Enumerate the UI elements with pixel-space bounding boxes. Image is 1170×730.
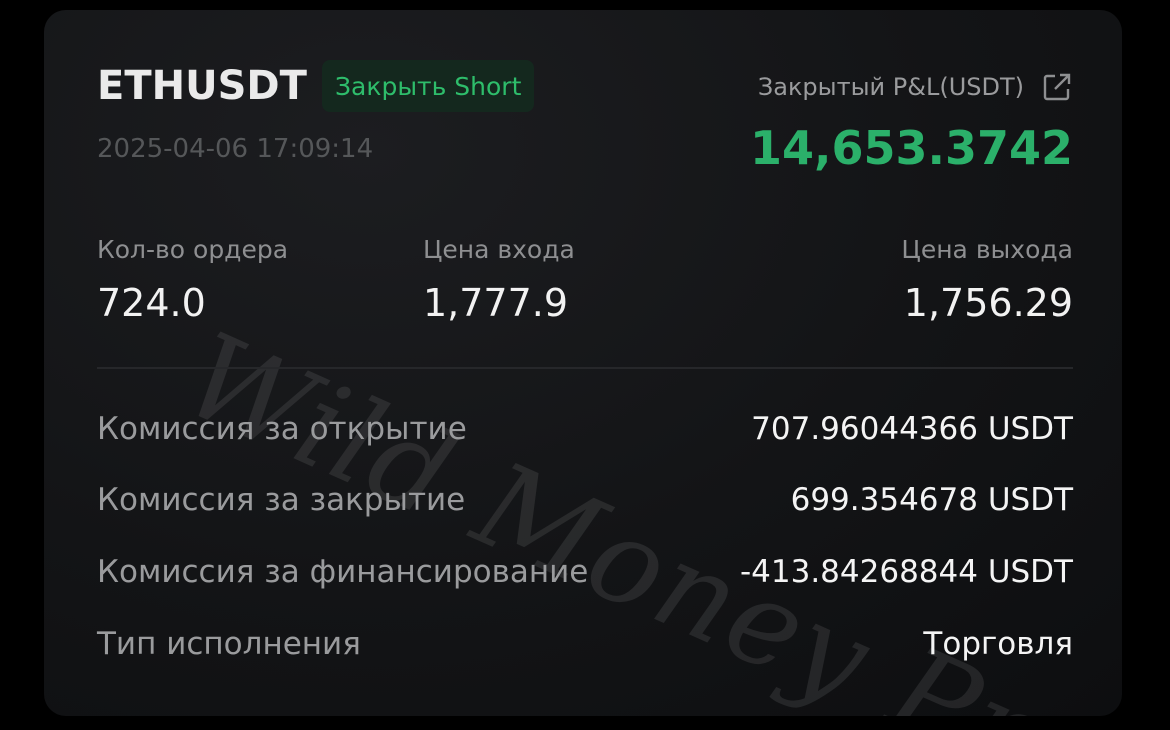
timestamp: 2025-04-06 17:09:14	[97, 134, 374, 164]
stat-label: Цена входа	[423, 235, 575, 264]
trade-card: Wild Money Pro ETHUSDT Закрыть Short 202…	[44, 10, 1122, 716]
share-icon[interactable]	[1042, 72, 1072, 102]
detail-value: -413.84268844 USDT	[739, 554, 1073, 590]
side-badge: Закрыть Short	[322, 60, 535, 112]
divider	[97, 367, 1073, 369]
pnl-value: 14,653.3742	[749, 121, 1073, 175]
detail-value: 699.354678 USDT	[790, 482, 1073, 518]
stat-value: 1,777.9	[423, 281, 569, 325]
stat-value: 724.0	[97, 281, 206, 325]
stat-value: 1,756.29	[903, 281, 1073, 325]
symbol: ETHUSDT	[97, 63, 307, 109]
detail-label: Тип исполнения	[97, 626, 361, 662]
detail-value: 707.96044366 USDT	[751, 411, 1073, 447]
detail-value: Торговля	[923, 626, 1073, 662]
detail-label: Комиссия за закрытие	[97, 482, 466, 518]
detail-label: Комиссия за открытие	[97, 411, 467, 447]
detail-label: Комиссия за финансирование	[97, 554, 589, 590]
stat-label: Цена выхода	[901, 235, 1073, 264]
pnl-label: Закрытый P&L(USDT)	[757, 73, 1024, 101]
stat-label: Кол-во ордера	[97, 235, 289, 264]
